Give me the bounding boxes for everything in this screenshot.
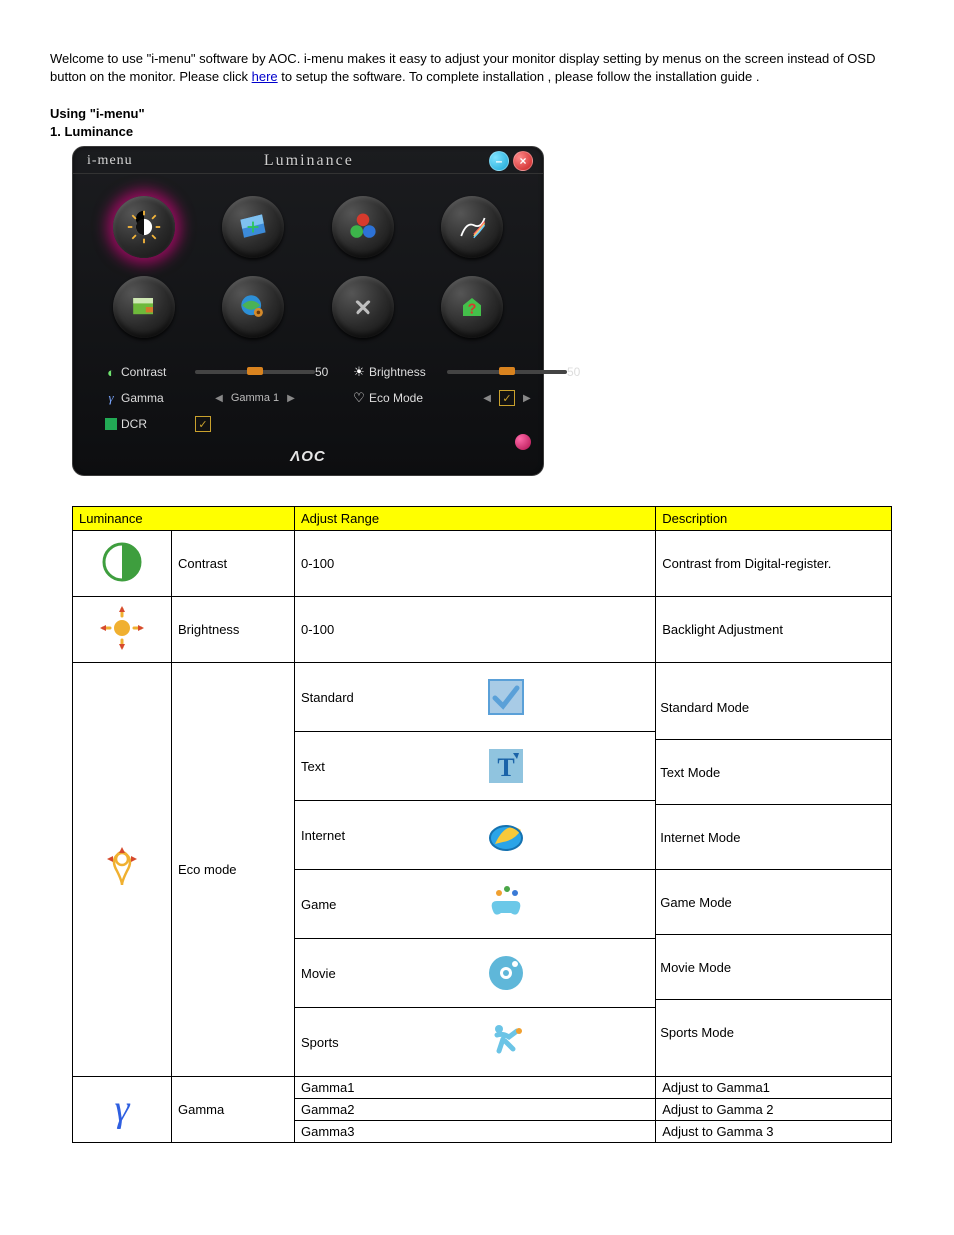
contrast-row-desc: Contrast from Digital-register. [656,531,892,597]
image-setup-orb[interactable] [222,196,284,258]
imenu-brand: ΛOC [290,448,326,465]
extra-orb[interactable] [222,276,284,338]
luminance-table: Luminance Adjust Range Description Contr… [72,506,892,1143]
help-orb[interactable]: ? [441,276,503,338]
brightness-row-icon [73,597,172,663]
luminance-orb[interactable] [113,196,175,258]
contrast-icon: ◐ [101,365,121,380]
intro-paragraph: Welcome to use "i-menu" software by AOC.… [50,50,904,85]
gamma-label: Gamma [121,391,195,405]
eco-icon: ♡ [349,390,369,406]
gamma-icon: γ [101,390,121,406]
contrast-slider[interactable] [195,370,315,374]
header-desc: Description [656,507,892,531]
contrast-row-name: Contrast [172,531,295,597]
eco-selector[interactable]: ◀✓▶ [447,390,567,406]
internet-icon [483,812,529,858]
brightness-row-desc: Backlight Adjustment [656,597,892,663]
gamma-row-name: Gamma [172,1077,295,1143]
imenu-logo: i-menu [87,153,133,169]
svg-text:γ: γ [115,1088,131,1130]
standard-icon [483,674,529,720]
table-header-row: Luminance Adjust Range Description [73,507,892,531]
brightness-row-range: 0-100 [295,597,656,663]
gamma-row-icon: γ [73,1077,172,1143]
luminance-heading: 1. Luminance [50,123,904,141]
dcr-label: DCR [121,417,195,431]
footer-dot-icon [515,434,531,450]
eco-row-icon [73,663,172,1077]
eco-desc-cell: Standard Mode Text Mode Internet Mode Ga… [656,663,892,1077]
picture-boost-orb[interactable] [441,196,503,258]
settings-orb[interactable] [332,276,394,338]
imenu-titlebar: i-menu Luminance – × [73,147,543,174]
eco-range-cell: Standard TextT Internet Game Movie Sport… [295,663,656,1077]
table-row: Brightness 0-100 Backlight Adjustment [73,597,892,663]
table-row: Eco mode Standard TextT Internet Game Mo… [73,663,892,1077]
svg-text:T: T [498,753,515,782]
movie-icon [483,950,529,996]
header-luminance: Luminance [73,507,295,531]
here-link[interactable]: here [252,69,278,84]
brightness-slider[interactable] [447,370,567,374]
contrast-value: 50 [315,365,349,379]
sports-icon [483,1019,529,1065]
gamma-selector[interactable]: ◀Gamma 1▶ [195,392,315,404]
text-icon: T [483,743,529,789]
imenu-window: i-menu Luminance – × [72,146,544,476]
imenu-footer: ΛOC [73,442,543,475]
contrast-row-icon [73,531,172,597]
brightness-label: Brightness [369,365,447,379]
minimize-button[interactable]: – [489,151,509,171]
svg-text:?: ? [468,301,477,317]
eco-row-name: Eco mode [172,663,295,1077]
dcr-checkbox[interactable]: ✓ [195,416,315,432]
contrast-row-range: 0-100 [295,531,656,597]
color-temp-orb[interactable] [332,196,394,258]
brightness-row-name: Brightness [172,597,295,663]
intro-text-b: to setup the software. To complete insta… [278,69,760,84]
game-icon [483,881,529,927]
dcr-icon [105,418,117,430]
using-heading: Using "i-menu" [50,105,904,123]
header-range: Adjust Range [295,507,656,531]
brightness-icon: ☀ [349,364,369,380]
imenu-category-grid: ? [73,174,543,356]
contrast-label: Contrast [121,365,195,379]
table-row: Contrast 0-100 Contrast from Digital-reg… [73,531,892,597]
table-row: γ Gamma Gamma1 Adjust to Gamma1 [73,1077,892,1099]
brightness-value: 50 [567,365,593,379]
close-button[interactable]: × [513,151,533,171]
osd-setup-orb[interactable] [113,276,175,338]
eco-label: Eco Mode [369,391,447,405]
imenu-controls: ◐ Contrast 50 ☀ Brightness 50 γ Gamma ◀G… [73,356,543,442]
imenu-title: Luminance [133,152,485,170]
